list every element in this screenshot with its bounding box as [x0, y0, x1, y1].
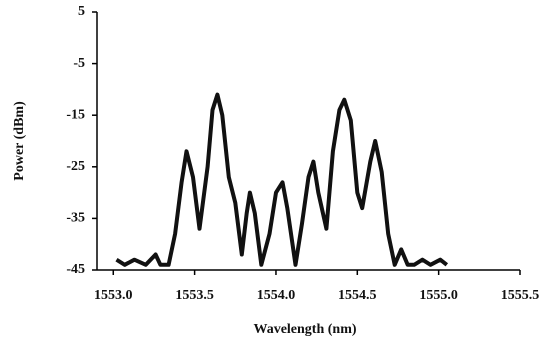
x-tick-label: 1553.0 [94, 288, 133, 303]
x-tick-label: 1554.0 [257, 288, 296, 303]
y-tick-label: -35 [66, 211, 85, 226]
x-tick-label: 1555.5 [501, 288, 540, 303]
x-tick-label: 1553.5 [175, 288, 214, 303]
x-tick-label: 1554.5 [338, 288, 377, 303]
y-tick-label: -5 [73, 56, 85, 71]
y-tick-label: 5 [78, 4, 85, 19]
y-tick-label: -45 [66, 262, 85, 277]
x-axis-label: Wavelength (nm) [253, 322, 356, 337]
y-tick-label: -15 [66, 107, 85, 122]
spectrum-line [115, 92, 449, 267]
y-tick-label: -25 [66, 159, 85, 174]
x-tick-label: 1555.0 [419, 288, 458, 303]
y-axis-label: Power (dBm) [12, 101, 27, 181]
